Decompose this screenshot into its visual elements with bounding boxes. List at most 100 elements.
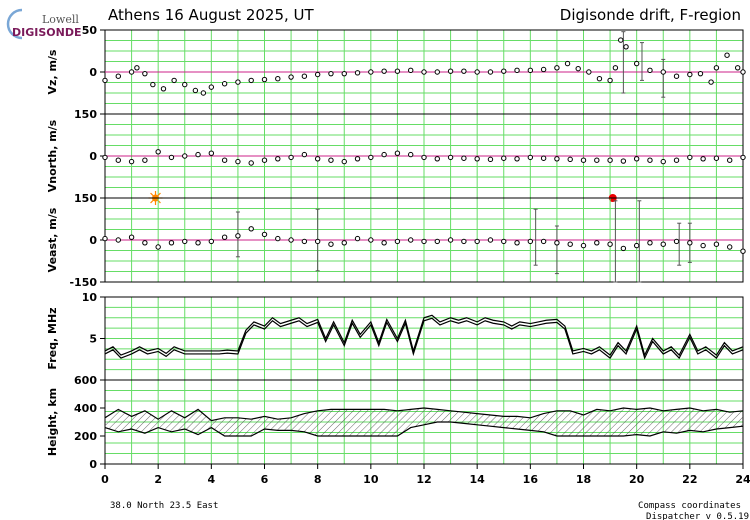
x-tick-label: 18 xyxy=(576,473,591,486)
x-tick-label: 22 xyxy=(682,473,697,486)
data-point xyxy=(394,150,401,156)
data-point xyxy=(208,238,215,245)
y-tick-label: 5 xyxy=(89,333,97,346)
panel-vnorth: 150 0 Vnorth, m/s xyxy=(46,108,746,205)
logo-line1: Lowell xyxy=(42,13,79,26)
data-point xyxy=(421,69,427,75)
data-point xyxy=(275,235,281,242)
data-point xyxy=(514,156,520,162)
data-point xyxy=(594,157,600,163)
data-point xyxy=(713,155,720,161)
data-point xyxy=(673,157,680,163)
data-point xyxy=(540,238,547,245)
data-point xyxy=(660,241,666,247)
data-point xyxy=(394,238,401,245)
data-point xyxy=(740,69,746,75)
data-point xyxy=(647,67,653,74)
data-point xyxy=(447,68,454,74)
data-point xyxy=(155,244,161,250)
data-point xyxy=(580,242,587,249)
x-tick-label: 10 xyxy=(363,473,379,486)
data-point xyxy=(128,158,135,165)
data-point xyxy=(261,76,268,83)
data-point xyxy=(142,157,148,163)
coords-note: Compass coordinates xyxy=(638,501,741,511)
data-point xyxy=(195,240,201,246)
x-tick-label: 12 xyxy=(416,473,431,486)
x-tick-label: 0 xyxy=(101,473,109,486)
x-tick-label: 24 xyxy=(735,473,750,486)
y-axis-label: Vz, m/s xyxy=(46,49,59,94)
data-point xyxy=(633,60,640,67)
data-point xyxy=(447,237,454,243)
data-point xyxy=(200,90,207,96)
data-point xyxy=(408,151,414,158)
panel-veast: 150 0 -150 Veast, m/s xyxy=(46,192,746,289)
data-point xyxy=(740,248,746,254)
data-point xyxy=(142,70,148,77)
x-tick-label: 8 xyxy=(314,473,322,486)
data-point xyxy=(607,77,613,84)
data-point xyxy=(168,154,175,161)
data-point xyxy=(301,73,308,79)
data-point xyxy=(660,158,666,165)
data-point xyxy=(660,69,666,75)
data-point xyxy=(354,156,361,162)
x-tick-label: 2 xyxy=(154,473,162,486)
data-point xyxy=(607,241,613,247)
data-point xyxy=(540,155,547,161)
data-point xyxy=(341,240,347,246)
data-point xyxy=(394,68,401,74)
data-point xyxy=(567,156,573,163)
x-tick-label: 4 xyxy=(208,473,216,486)
x-tick-label: 16 xyxy=(523,473,539,486)
data-point xyxy=(527,238,534,245)
data-point xyxy=(633,156,640,162)
data-point xyxy=(487,156,494,163)
data-point xyxy=(368,154,374,161)
data-point xyxy=(474,238,480,245)
data-point xyxy=(421,238,427,245)
version-label: Dispatcher v 0.5.19 xyxy=(646,512,749,520)
logo: Lowell DIGISONDE xyxy=(6,8,81,40)
x-tick-label: 20 xyxy=(629,473,645,486)
data-point xyxy=(434,238,440,245)
x-axis: 0 2 4 6 8 10 12 14 16 18 20 22 24 xyxy=(101,464,750,486)
data-point xyxy=(301,151,308,158)
data-point xyxy=(740,154,746,161)
data-point xyxy=(700,156,706,162)
page-title: Athens 16 August 2025, UT xyxy=(108,6,315,24)
data-point xyxy=(434,69,440,75)
data-point xyxy=(341,70,347,77)
data-point xyxy=(248,226,254,232)
data-point xyxy=(474,69,480,75)
data-point xyxy=(134,65,140,71)
data-point xyxy=(102,154,108,161)
y-tick-label: 200 xyxy=(74,430,97,443)
data-point xyxy=(734,65,741,71)
data-point xyxy=(514,67,520,74)
y-tick-label: 150 xyxy=(74,192,97,205)
logo-line2: DIGISONDE xyxy=(12,26,81,39)
y-tick-label: 0 xyxy=(89,458,97,471)
panel-vz: 50 0 Vz, m/s xyxy=(46,24,746,115)
data-point xyxy=(713,241,720,247)
data-point xyxy=(633,242,640,249)
data-point xyxy=(354,235,361,242)
data-point xyxy=(647,157,653,163)
data-point xyxy=(408,237,414,243)
y-tick-label: 0 xyxy=(89,66,97,79)
data-point xyxy=(727,244,733,250)
data-point xyxy=(368,237,374,243)
data-point xyxy=(221,81,228,87)
data-point xyxy=(554,156,560,162)
data-point xyxy=(261,157,268,163)
data-point xyxy=(514,240,520,246)
data-point xyxy=(314,71,321,78)
data-point xyxy=(434,156,440,162)
data-point xyxy=(221,157,228,163)
data-point xyxy=(586,69,592,75)
data-point xyxy=(618,37,624,43)
data-point xyxy=(554,240,560,246)
